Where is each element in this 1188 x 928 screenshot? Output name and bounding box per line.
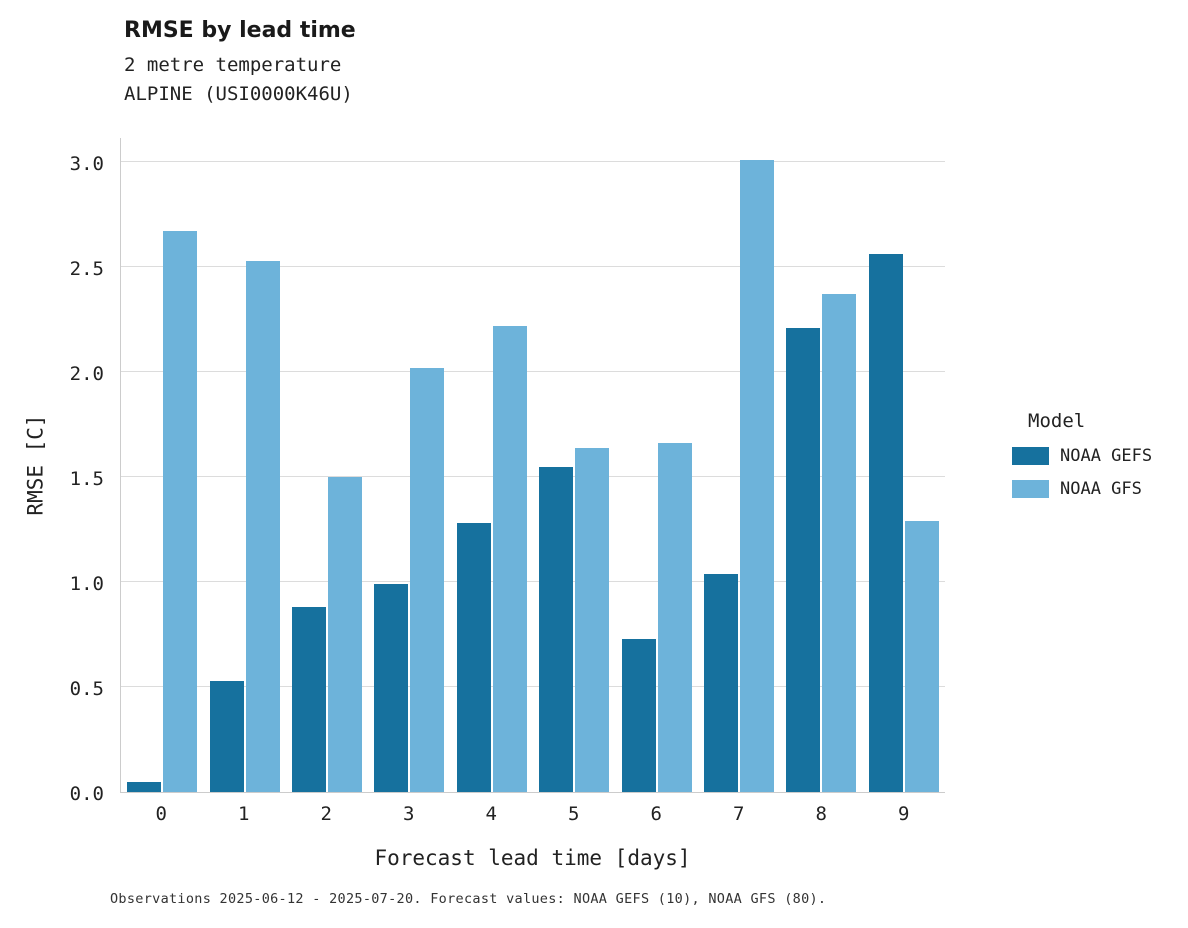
bar-group-5 bbox=[533, 138, 615, 792]
legend-title: Model bbox=[1028, 410, 1086, 432]
bar-noaa-gefs-lead5 bbox=[539, 466, 574, 792]
bar-noaa-gefs-lead3 bbox=[374, 584, 409, 792]
bar-noaa-gfs-lead7 bbox=[740, 159, 775, 792]
bar-noaa-gfs-lead8 bbox=[822, 294, 857, 792]
x-tick-label-3: 3 bbox=[403, 803, 415, 825]
bar-noaa-gefs-lead2 bbox=[292, 607, 327, 792]
bar-group-9 bbox=[863, 138, 945, 792]
bar-group-7 bbox=[698, 138, 780, 792]
legend-swatch-icon bbox=[1012, 480, 1049, 498]
legend: Model NOAA GEFS NOAA GFS bbox=[1012, 410, 1152, 512]
gridline bbox=[121, 581, 945, 582]
bar-group-0 bbox=[121, 138, 203, 792]
bar-group-6 bbox=[615, 138, 697, 792]
bar-noaa-gfs-lead5 bbox=[575, 447, 610, 792]
x-tick-label-6: 6 bbox=[650, 803, 662, 825]
x-tick-label-0: 0 bbox=[155, 803, 167, 825]
bar-noaa-gefs-lead9 bbox=[868, 254, 903, 792]
x-tick-label-2: 2 bbox=[320, 803, 332, 825]
bar-noaa-gefs-lead7 bbox=[704, 573, 739, 792]
x-tick-label-7: 7 bbox=[733, 803, 745, 825]
chart-title: RMSE by lead time bbox=[124, 18, 356, 43]
bar-group-1 bbox=[203, 138, 285, 792]
legend-entry-noaa-gfs: NOAA GFS bbox=[1012, 479, 1152, 499]
y-tick-label: 3.0 bbox=[69, 153, 104, 175]
x-tick-label-9: 9 bbox=[898, 803, 910, 825]
y-axis-label: RMSE [C] bbox=[23, 414, 48, 516]
gridline bbox=[121, 371, 945, 372]
bar-noaa-gefs-lead4 bbox=[456, 523, 491, 792]
bar-noaa-gefs-lead6 bbox=[621, 638, 656, 792]
plot-area bbox=[120, 138, 945, 793]
bar-noaa-gfs-lead6 bbox=[657, 443, 692, 792]
y-tick-label: 1.0 bbox=[69, 573, 104, 595]
legend-entries: NOAA GEFS NOAA GFS bbox=[1012, 446, 1152, 499]
y-tick-label: 1.5 bbox=[69, 468, 104, 490]
bar-groups bbox=[121, 138, 945, 792]
legend-label: NOAA GFS bbox=[1060, 479, 1142, 499]
y-tick-label: 2.0 bbox=[69, 363, 104, 385]
chart-subtitle-variable: 2 metre temperature bbox=[124, 54, 342, 76]
y-tick-label: 0.0 bbox=[69, 783, 104, 805]
x-axis-ticks: 0 1 2 3 4 5 6 7 8 9 bbox=[120, 803, 945, 825]
bar-noaa-gefs-lead8 bbox=[786, 327, 821, 792]
bar-noaa-gfs-lead4 bbox=[492, 325, 527, 792]
bar-noaa-gfs-lead9 bbox=[904, 521, 939, 792]
gridline bbox=[121, 476, 945, 477]
y-tick-label: 0.5 bbox=[69, 678, 104, 700]
y-tick-label: 2.5 bbox=[69, 258, 104, 280]
legend-swatch-icon bbox=[1012, 447, 1049, 465]
bar-noaa-gefs-lead1 bbox=[209, 680, 244, 792]
x-tick-label-1: 1 bbox=[238, 803, 250, 825]
bar-group-8 bbox=[780, 138, 862, 792]
bar-group-4 bbox=[451, 138, 533, 792]
x-tick-label-8: 8 bbox=[815, 803, 827, 825]
y-axis-ticks: 0.0 0.5 1.0 1.5 2.0 2.5 3.0 bbox=[58, 138, 110, 805]
legend-label: NOAA GEFS bbox=[1060, 446, 1153, 466]
gridline bbox=[121, 161, 945, 162]
bar-noaa-gfs-lead3 bbox=[410, 367, 445, 792]
bar-noaa-gefs-lead0 bbox=[127, 781, 162, 792]
chart-subtitle-station: ALPINE (USI0000K46U) bbox=[124, 83, 353, 106]
bar-group-3 bbox=[368, 138, 450, 792]
chart-header: RMSE by lead time 2 metre temperature AL… bbox=[124, 18, 356, 110]
bar-noaa-gfs-lead0 bbox=[163, 231, 198, 792]
bar-noaa-gfs-lead2 bbox=[328, 477, 363, 792]
gridline bbox=[121, 266, 945, 267]
x-tick-label-4: 4 bbox=[485, 803, 497, 825]
x-axis-label: Forecast lead time [days] bbox=[374, 846, 691, 870]
footer-caption: Observations 2025-06-12 - 2025-07-20. Fo… bbox=[110, 891, 827, 907]
gridline bbox=[121, 686, 945, 687]
x-tick-label-5: 5 bbox=[568, 803, 580, 825]
legend-entry-noaa-gefs: NOAA GEFS bbox=[1012, 446, 1152, 466]
bar-group-2 bbox=[286, 138, 368, 792]
bar-noaa-gfs-lead1 bbox=[245, 260, 280, 792]
